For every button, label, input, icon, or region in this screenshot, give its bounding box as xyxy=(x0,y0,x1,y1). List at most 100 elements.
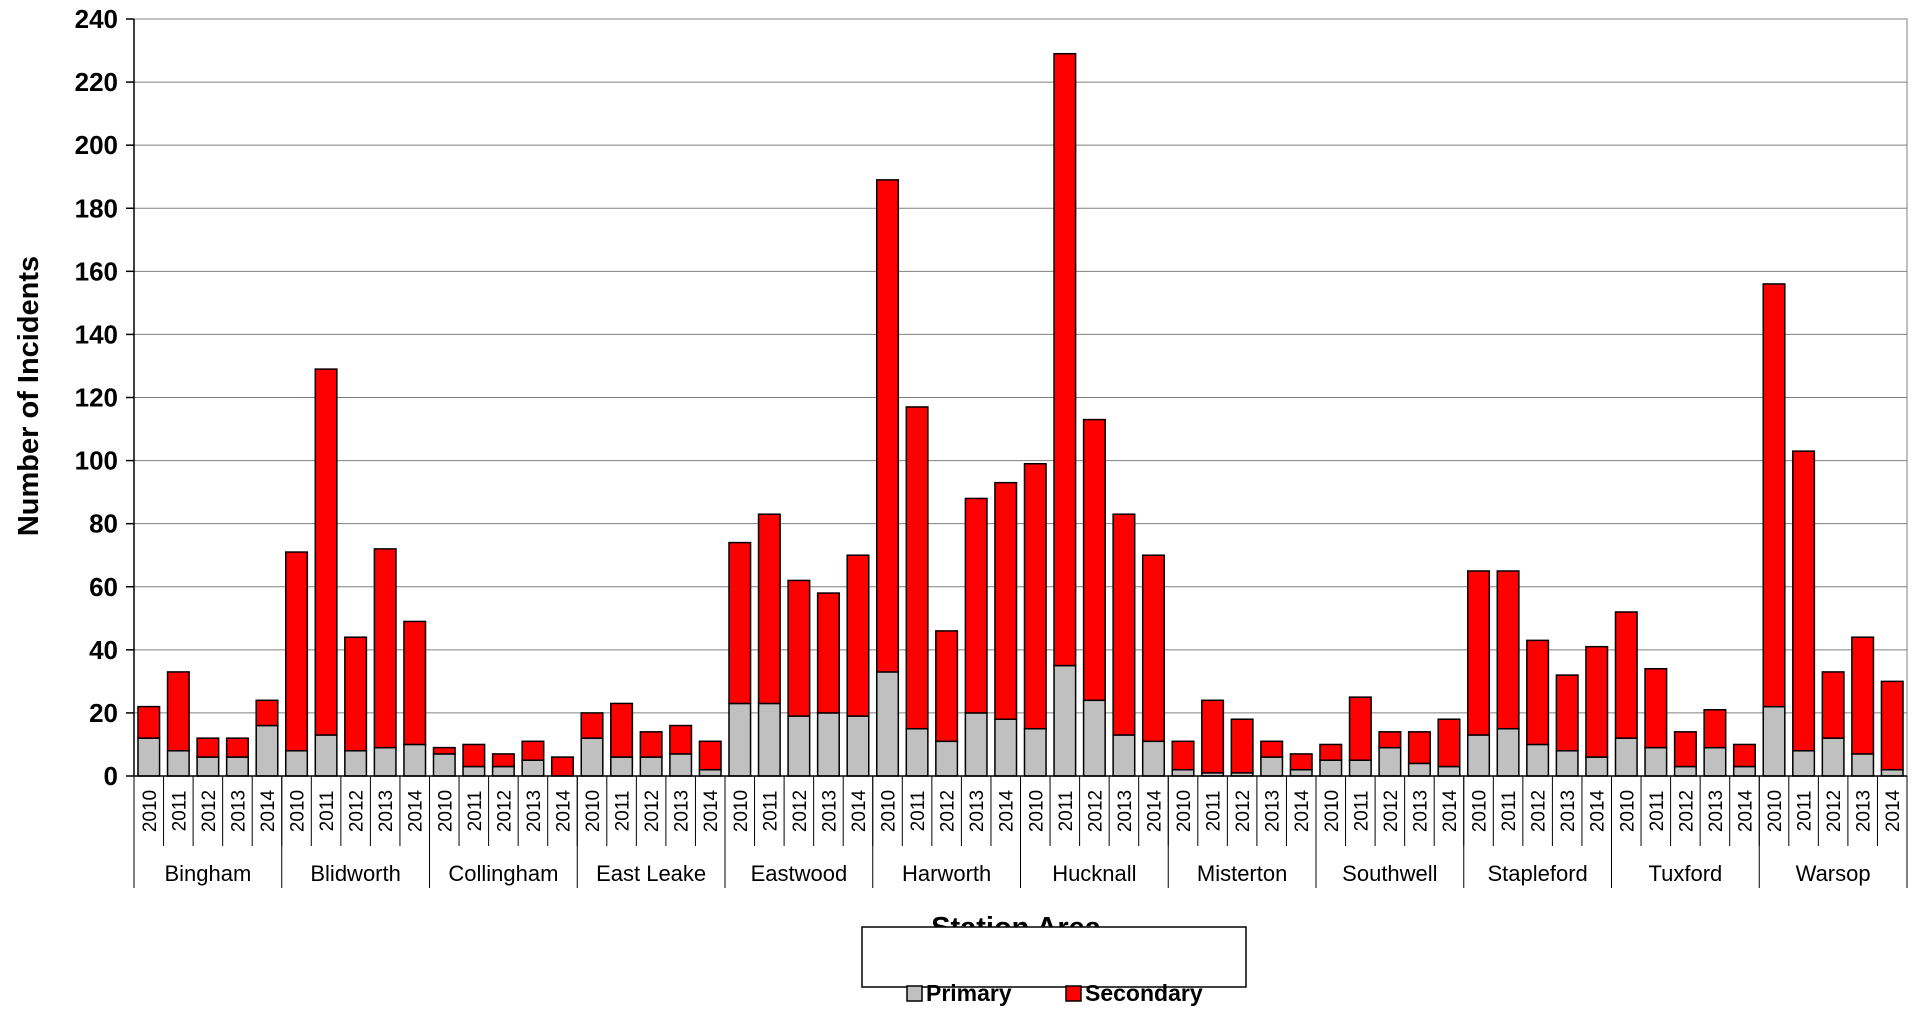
bar-primary-warsop-2010 xyxy=(1762,705,1786,777)
bar-primary-hucknall-2013 xyxy=(1112,734,1136,777)
bar-primary-southwell-2010 xyxy=(1319,759,1343,777)
bar-primary-warsop-2011 xyxy=(1792,750,1816,777)
bar-primary-collingham-2010 xyxy=(432,753,456,777)
bar-secondary-east-leake-2014 xyxy=(698,740,722,771)
x-year-label: 2012 xyxy=(1085,790,1106,832)
bar-primary-east-leake-2012 xyxy=(639,756,663,777)
bar-primary-blidworth-2012 xyxy=(344,750,368,777)
bar-secondary-bingham-2014 xyxy=(255,699,279,727)
bar-primary-southwell-2011 xyxy=(1348,759,1372,777)
x-year-label: 2010 xyxy=(140,790,161,832)
x-year-label: 2013 xyxy=(672,790,693,832)
bar-secondary-southwell-2012 xyxy=(1378,731,1402,749)
bar-secondary-warsop-2010 xyxy=(1762,283,1786,708)
bar-primary-blidworth-2010 xyxy=(284,750,309,777)
bar-secondary-eastwood-2010 xyxy=(728,541,752,705)
bar-secondary-tuxford-2012 xyxy=(1673,731,1697,768)
bar-primary-collingham-2013 xyxy=(521,759,545,777)
x-year-label: 2012 xyxy=(790,790,811,832)
bar-primary-east-leake-2014 xyxy=(698,768,722,777)
x-year-label: 2012 xyxy=(347,790,368,832)
bars xyxy=(137,52,1904,777)
bar-secondary-misterton-2014 xyxy=(1289,753,1313,771)
x-year-label: 2011 xyxy=(1647,791,1668,832)
x-year-label: 2014 xyxy=(1292,789,1313,832)
x-year-label: 2010 xyxy=(1174,790,1195,832)
x-group-label: Stapleford xyxy=(1487,861,1587,886)
y-tick-label: 200 xyxy=(75,130,118,160)
bar-secondary-blidworth-2013 xyxy=(373,548,397,749)
bar-primary-harworth-2013 xyxy=(964,712,988,777)
x-group-label: Harworth xyxy=(902,861,991,886)
x-group-label: Hucknall xyxy=(1052,861,1136,886)
bar-secondary-warsop-2011 xyxy=(1792,450,1816,752)
x-year-label: 2010 xyxy=(879,790,900,832)
y-tick-label: 140 xyxy=(75,319,118,349)
x-year-label: 2013 xyxy=(1558,790,1579,832)
x-year-label: 2010 xyxy=(1322,790,1343,832)
bar-primary-eastwood-2011 xyxy=(757,702,781,777)
bar-secondary-bingham-2012 xyxy=(196,737,220,758)
x-year-label: 2010 xyxy=(1470,790,1491,832)
bar-primary-southwell-2013 xyxy=(1407,762,1431,777)
x-year-label: 2012 xyxy=(938,790,959,832)
y-tick-label: 80 xyxy=(89,509,118,539)
bar-primary-warsop-2013 xyxy=(1851,753,1875,777)
bar-secondary-warsop-2012 xyxy=(1821,671,1845,739)
bar-secondary-east-leake-2012 xyxy=(639,731,663,758)
x-year-label: 2011 xyxy=(1795,791,1816,832)
bar-primary-hucknall-2010 xyxy=(1023,727,1047,777)
y-tick-label: 100 xyxy=(75,446,118,476)
bar-primary-tuxford-2013 xyxy=(1703,746,1727,777)
x-year-label: 2014 xyxy=(849,789,870,832)
legend-label-primary: Primary xyxy=(926,980,1012,1006)
x-year-label: 2014 xyxy=(1588,789,1609,832)
bar-primary-stapleford-2010 xyxy=(1466,734,1491,777)
bar-secondary-eastwood-2013 xyxy=(816,592,840,714)
x-year-label: 2013 xyxy=(967,790,988,832)
x-year-label: 2012 xyxy=(494,790,515,832)
bar-primary-collingham-2011 xyxy=(462,765,486,777)
x-year-label: 2011 xyxy=(760,791,781,832)
x-year-label: 2012 xyxy=(642,790,663,832)
x-year-label: 2011 xyxy=(1204,791,1225,832)
x-year-label: 2010 xyxy=(288,790,309,832)
bar-secondary-blidworth-2011 xyxy=(314,368,338,736)
x-group-label: Warsop xyxy=(1796,861,1871,886)
bar-secondary-stapleford-2013 xyxy=(1555,674,1579,752)
bar-secondary-hucknall-2011 xyxy=(1053,52,1077,667)
bar-primary-eastwood-2012 xyxy=(787,715,811,777)
bar-secondary-harworth-2011 xyxy=(905,406,929,730)
x-group-label: Southwell xyxy=(1342,861,1437,886)
x-year-label: 2013 xyxy=(376,790,397,832)
bar-primary-blidworth-2013 xyxy=(373,746,397,777)
axes xyxy=(126,18,1908,888)
bar-secondary-east-leake-2013 xyxy=(669,724,693,755)
x-group-label: Bingham xyxy=(164,861,251,886)
bar-primary-warsop-2012 xyxy=(1821,737,1845,777)
bar-primary-eastwood-2010 xyxy=(728,702,752,777)
bar-secondary-bingham-2011 xyxy=(166,671,190,752)
bar-secondary-blidworth-2012 xyxy=(344,636,368,752)
legend: Primary Secondary xyxy=(861,926,1247,1006)
bar-primary-southwell-2014 xyxy=(1437,765,1461,777)
x-year-label: 2013 xyxy=(228,790,249,832)
bar-secondary-harworth-2013 xyxy=(964,497,988,714)
bar-secondary-east-leake-2011 xyxy=(610,702,634,758)
bar-secondary-tuxford-2010 xyxy=(1614,611,1638,739)
x-year-label: 2011 xyxy=(613,791,634,832)
bar-primary-hucknall-2011 xyxy=(1053,664,1077,777)
x-year-label: 2010 xyxy=(1617,790,1638,832)
bar-primary-harworth-2012 xyxy=(935,740,959,777)
bar-secondary-southwell-2010 xyxy=(1319,743,1343,761)
bar-primary-misterton-2014 xyxy=(1289,768,1313,777)
bar-secondary-collingham-2011 xyxy=(462,743,486,768)
bar-secondary-warsop-2013 xyxy=(1851,636,1875,755)
x-year-label: 2012 xyxy=(199,790,220,832)
y-tick-label: 0 xyxy=(104,761,118,791)
bar-secondary-eastwood-2012 xyxy=(787,579,811,717)
bar-primary-eastwood-2014 xyxy=(846,715,870,777)
x-group-label: East Leake xyxy=(596,861,706,886)
bar-secondary-collingham-2010 xyxy=(432,746,456,755)
